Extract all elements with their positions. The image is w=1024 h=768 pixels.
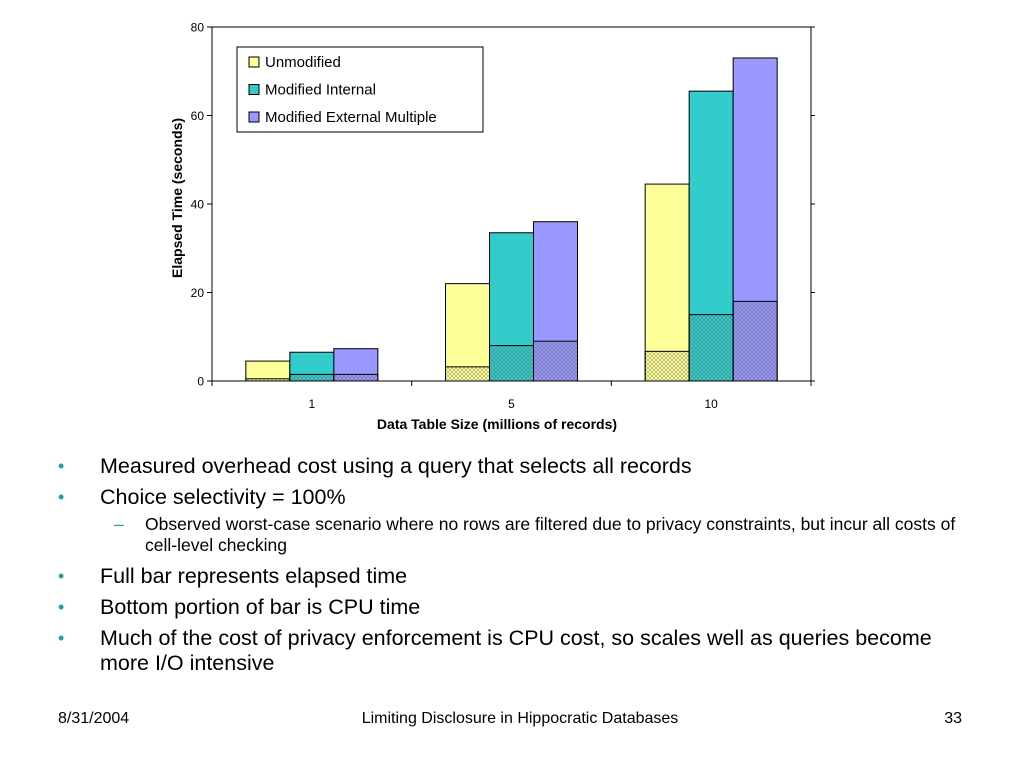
bullet-item: • Full bar represents elapsed time [58, 564, 958, 589]
bar-cpu [688, 314, 734, 382]
bullet-list: • Measured overhead cost using a query th… [58, 454, 958, 682]
y-tick-label: 60 [191, 109, 205, 123]
legend-label: Unmodified [265, 54, 341, 71]
bar-cpu [533, 340, 578, 382]
y-tick-label: 40 [191, 198, 205, 212]
y-tick-label: 20 [191, 286, 205, 300]
y-tick-label: 80 [191, 21, 205, 35]
x-tick-label: 1 [308, 397, 315, 411]
bar-cpu [644, 350, 690, 382]
legend-label: Modified Internal [265, 82, 376, 99]
bar-cpu [445, 366, 490, 382]
x-tick-label: 5 [508, 397, 515, 411]
footer-title: Limiting Disclosure in Hippocratic Datab… [361, 710, 679, 727]
legend-swatch [248, 56, 260, 68]
legend-swatch [248, 111, 260, 123]
sub-bullet-text: Observed worst-case scenario where no ro… [145, 514, 956, 555]
bullet-text: Full bar represents elapsed time [100, 564, 408, 588]
bullet-text: Measured overhead cost using a query tha… [100, 454, 692, 478]
x-axis-label: Data Table Size (millions of records) [377, 416, 617, 432]
bullet-text: Much of the cost of privacy enforcement … [100, 626, 932, 675]
legend-box [236, 46, 484, 133]
bullet-item: • Measured overhead cost using a query th… [58, 454, 958, 479]
bullet-text: Choice selectivity = 100% [100, 485, 346, 509]
bullet-marker: • [58, 628, 65, 648]
bullet-marker: • [58, 487, 65, 507]
sub-bullet-marker: – [114, 514, 124, 534]
bar-cpu [333, 373, 379, 382]
bar-cpu [489, 345, 534, 382]
bullet-marker: • [58, 456, 65, 476]
bar-chart: 0 20 40 60 80 1 5 10 Unmodified Modified Interna… [169, 21, 815, 432]
bullet-item: • Choice selectivity = 100% [58, 485, 958, 510]
legend-label: Modified External Multiple [265, 109, 437, 126]
bar-elapsed [644, 183, 690, 382]
bar-cpu [732, 300, 778, 382]
bullet-marker: • [58, 597, 65, 617]
y-tick-label: 0 [197, 375, 204, 389]
sub-bullet-item: – Observed worst-case scenario where no r… [58, 514, 958, 556]
y-axis-label: Elapsed Time (seconds) [169, 118, 185, 278]
bar-cpu [289, 373, 335, 382]
legend-swatch [248, 84, 260, 95]
x-tick-label: 10 [704, 397, 718, 411]
chart-legend: Unmodified Modified Internal Modified Exte… [236, 46, 484, 133]
bullet-item: • Bottom portion of bar is CPU time [58, 595, 958, 620]
bar-elapsed [245, 360, 291, 382]
footer-date: 8/31/2004 [58, 710, 130, 727]
bar-elapsed [445, 283, 490, 382]
bullet-marker: • [58, 566, 65, 586]
footer-page-number: 33 [944, 710, 962, 727]
bullet-item: • Much of the cost of privacy enforcement… [58, 626, 958, 676]
bullet-text: Bottom portion of bar is CPU time [100, 595, 421, 619]
